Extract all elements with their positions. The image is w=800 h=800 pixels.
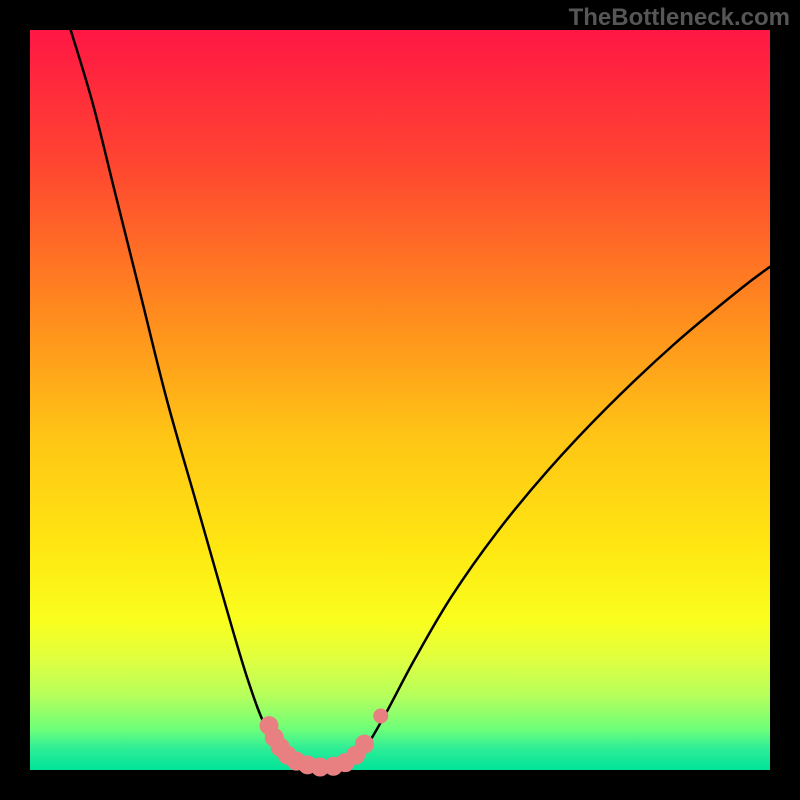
plot-background-gradient [30, 30, 770, 770]
data-marker [355, 735, 373, 753]
data-marker [374, 709, 388, 723]
chart-stage: TheBottleneck.com [0, 0, 800, 800]
chart-svg [0, 0, 800, 800]
